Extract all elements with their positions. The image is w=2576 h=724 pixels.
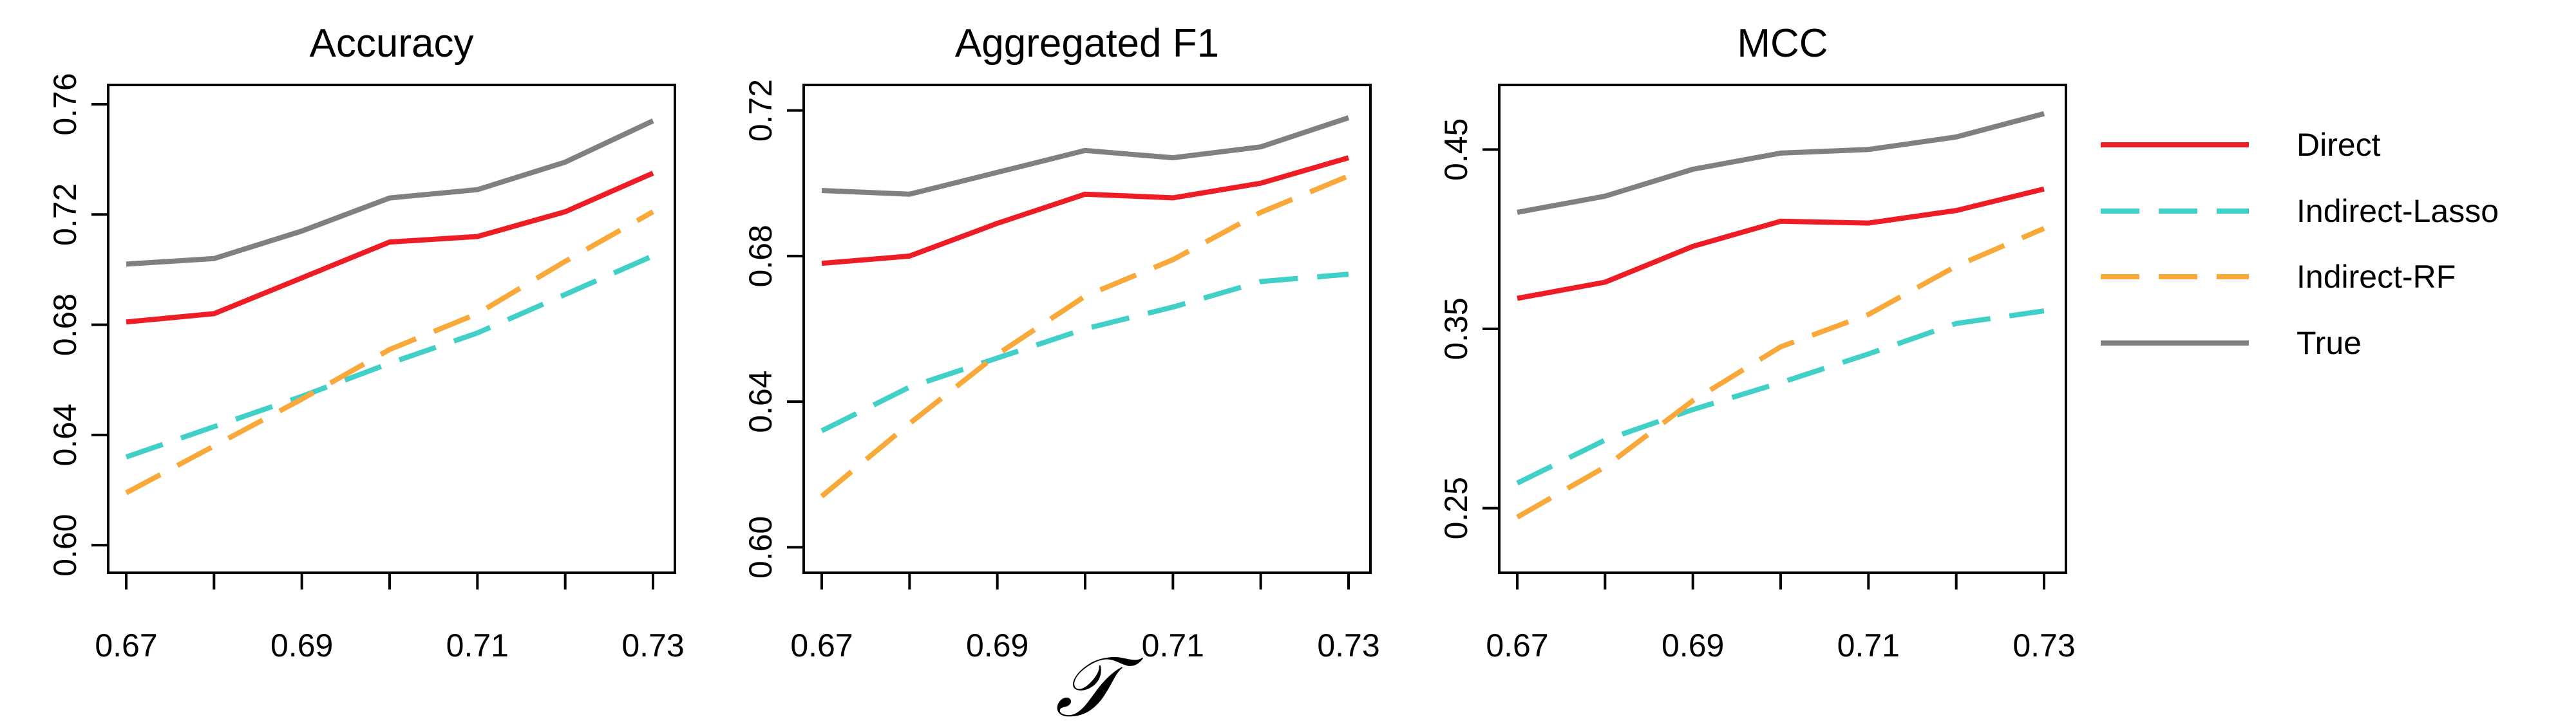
y-axis-mcc: 0.25 0.35 0.45 xyxy=(1438,118,1499,539)
plot-frame-aggregated-f1 xyxy=(802,84,1372,574)
legend-label-indirect-lasso: Indirect-Lasso xyxy=(2297,193,2499,229)
series-line-accuracy-direct xyxy=(126,171,654,325)
legend-label-indirect-rf: Indirect-RF xyxy=(2297,259,2456,295)
series-line-mcc-indirect-rf xyxy=(1516,226,2045,520)
x-tick-label-accuracy-1: 0.69 xyxy=(270,627,333,664)
y-tick-label-accuracy-2: 0.68 xyxy=(47,293,83,356)
x-tick-label-aggregated-f1-3: 0.73 xyxy=(1317,627,1379,664)
x-tick-label-accuracy-2: 0.71 xyxy=(446,627,509,664)
y-tick-label-mcc-1: 0.35 xyxy=(1438,297,1474,360)
series-line-accuracy-indirect-lasso xyxy=(125,253,654,459)
series-line-aggregated-f1-direct xyxy=(821,155,1350,266)
series-group-accuracy xyxy=(125,118,654,496)
panel-mcc: MCC 0.25 0.35 0.45 0.67 0.69 0.71 0.73 xyxy=(1438,21,2076,664)
series-line-mcc-true xyxy=(1517,111,2045,215)
plot-frame-accuracy xyxy=(107,84,676,574)
y-tick-label-mcc-0: 0.25 xyxy=(1438,477,1474,539)
series-line-aggregated-f1-indirect-lasso xyxy=(820,272,1349,433)
panel-title-aggregated-f1: Aggregated F1 xyxy=(955,21,1219,66)
y-tick-label-accuracy-1: 0.64 xyxy=(47,404,83,466)
x-tick-label-mcc-1: 0.69 xyxy=(1662,627,1724,664)
x-axis-mcc: 0.67 0.69 0.71 0.73 xyxy=(1486,573,2076,664)
series-line-mcc-direct xyxy=(1517,186,2045,301)
series-line-accuracy-indirect-rf xyxy=(125,209,654,496)
panel-title-mcc: MCC xyxy=(1737,21,1828,66)
x-tick-label-aggregated-f1-1: 0.69 xyxy=(966,627,1028,664)
y-axis-aggregated-f1: 0.60 0.64 0.68 0.72 xyxy=(743,79,804,579)
y-tick-label-aggregated-f1-0: 0.60 xyxy=(743,516,779,579)
x-axis-label: 𝒯 xyxy=(1055,638,1143,724)
series-line-aggregated-f1-indirect-rf xyxy=(820,173,1350,499)
series-group-mcc xyxy=(1516,111,2045,520)
x-tick-label-mcc-2: 0.71 xyxy=(1837,627,1900,664)
y-tick-label-accuracy-3: 0.72 xyxy=(47,183,83,246)
y-tick-label-accuracy-4: 0.76 xyxy=(47,73,83,135)
x-tick-label-aggregated-f1-0: 0.67 xyxy=(790,627,853,664)
x-tick-label-accuracy-0: 0.67 xyxy=(95,627,157,664)
series-group-aggregated-f1 xyxy=(820,115,1350,499)
y-tick-label-aggregated-f1-2: 0.68 xyxy=(743,225,779,287)
y-tick-label-aggregated-f1-1: 0.64 xyxy=(743,370,779,432)
series-line-aggregated-f1-true xyxy=(821,115,1350,197)
plot-frame-mcc xyxy=(1498,84,2067,574)
y-axis-accuracy: 0.60 0.64 0.68 0.72 0.76 xyxy=(47,73,108,577)
y-tick-label-accuracy-0: 0.60 xyxy=(47,514,83,577)
legend-label-true: True xyxy=(2297,325,2362,361)
legend-label-direct: Direct xyxy=(2297,127,2381,163)
panel-aggregated-f1: Aggregated F1 0.600.640.680.72 0.67 0.69 0… xyxy=(743,21,1380,664)
x-tick-label-aggregated-f1-2: 0.71 xyxy=(1142,627,1204,664)
x-axis-accuracy: 0.67 0.69 0.71 0.73 xyxy=(95,573,685,664)
y-tick-label-mcc-2: 0.45 xyxy=(1438,118,1474,181)
y-tick-label-aggregated-f1-3: 0.72 xyxy=(743,79,779,142)
x-tick-label-mcc-3: 0.73 xyxy=(2012,627,2075,664)
legend: Direct Indirect-Lasso Indirect-RF True xyxy=(2101,127,2499,361)
panel-title-accuracy: Accuracy xyxy=(310,21,474,66)
x-tick-label-accuracy-3: 0.73 xyxy=(621,627,684,664)
series-line-mcc-indirect-lasso xyxy=(1516,308,2045,486)
x-tick-label-mcc-0: 0.67 xyxy=(1486,627,1548,664)
x-axis-aggregated-f1: 0.67 0.69 0.71 0.73 xyxy=(790,573,1380,664)
panel-accuracy: Accuracy 0.600.640.680.720.76 0.67 0.69 0.… xyxy=(47,21,685,664)
series-line-accuracy-true xyxy=(126,118,654,267)
